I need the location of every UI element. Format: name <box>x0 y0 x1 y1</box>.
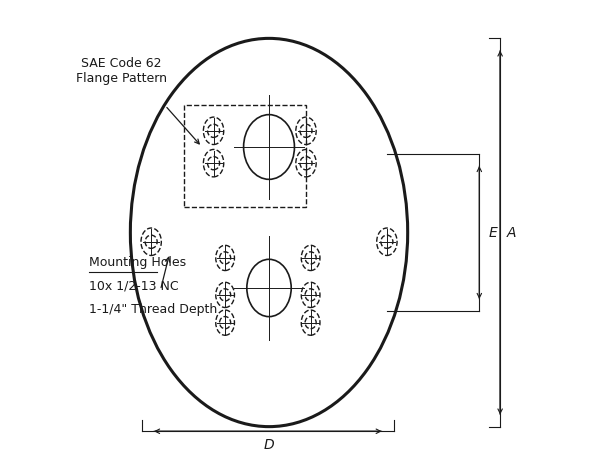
Text: E: E <box>489 226 498 239</box>
Text: 1-1/4" Thread Depth: 1-1/4" Thread Depth <box>89 303 217 316</box>
Text: D: D <box>264 438 274 452</box>
Text: A: A <box>507 226 517 239</box>
Text: 10x 1/2-13 NC: 10x 1/2-13 NC <box>89 279 178 292</box>
Bar <box>184 106 306 207</box>
Text: Mounting Holes: Mounting Holes <box>89 257 186 270</box>
Text: SAE Code 62
Flange Pattern: SAE Code 62 Flange Pattern <box>76 57 166 85</box>
